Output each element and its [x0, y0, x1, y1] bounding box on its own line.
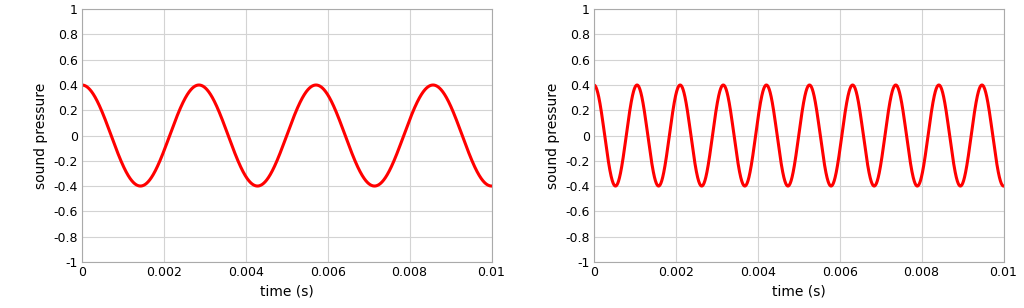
X-axis label: time (s): time (s) [260, 285, 313, 298]
X-axis label: time (s): time (s) [772, 285, 825, 298]
Y-axis label: sound pressure: sound pressure [546, 83, 560, 188]
Y-axis label: sound pressure: sound pressure [34, 83, 48, 188]
